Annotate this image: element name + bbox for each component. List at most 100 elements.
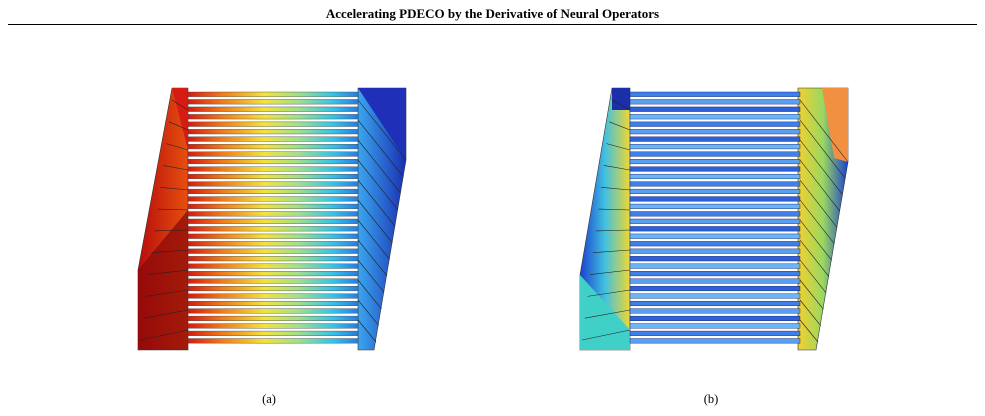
flow-channel — [187, 293, 359, 299]
flow-channel — [629, 315, 801, 321]
flow-channel — [629, 330, 801, 336]
flow-channel — [187, 300, 359, 307]
flow-channel — [187, 151, 359, 157]
flow-channel — [187, 121, 359, 127]
flow-channel — [187, 196, 359, 202]
manifold-fin — [799, 99, 849, 163]
flow-channel — [187, 338, 359, 344]
flow-channel — [187, 308, 359, 314]
flow-channel — [187, 226, 359, 232]
flow-channel — [187, 203, 359, 209]
manifold-fin — [357, 199, 393, 243]
flow-channel — [187, 315, 359, 321]
manifold-fin — [357, 159, 399, 210]
flow-channel — [629, 271, 801, 277]
flow-channel — [629, 226, 801, 232]
flow-channel — [629, 293, 801, 299]
flow-channel — [629, 144, 801, 150]
flow-channel — [187, 278, 359, 284]
flow-channel — [629, 129, 801, 135]
flow-channel — [629, 263, 801, 269]
flow-channel — [629, 173, 801, 180]
flow-channel — [187, 129, 359, 135]
manifold-fin — [357, 99, 407, 161]
flow-channel — [187, 136, 359, 142]
flow-channel — [629, 91, 801, 97]
flow-channel — [187, 106, 359, 112]
manifold-fin — [799, 159, 841, 212]
manifold-fin — [799, 119, 846, 179]
manifold-fin — [598, 208, 631, 211]
manifold-fin — [799, 299, 821, 326]
manifold-fin — [592, 249, 631, 254]
flow-channel — [629, 99, 801, 105]
manifold-fin — [148, 269, 189, 275]
manifold-fin — [799, 259, 827, 294]
flow-channel — [629, 308, 801, 314]
manifold-fin — [357, 279, 382, 310]
manifold-fin — [139, 329, 189, 341]
manifold-fin — [584, 309, 631, 319]
flow-channel — [629, 233, 801, 239]
caption-a: (a) — [262, 392, 276, 406]
manifold-fin — [142, 309, 189, 319]
flow-channel — [187, 248, 359, 254]
manifold-fin — [154, 229, 189, 232]
flow-channel — [187, 263, 359, 269]
flow-channel — [629, 188, 801, 194]
flow-channel — [629, 203, 801, 209]
caption-b: (b) — [703, 392, 719, 406]
manifold-fin — [799, 139, 843, 195]
manifold-fin — [799, 219, 832, 261]
running-title: Accelerating PDECO by the Derivative of … — [325, 6, 660, 21]
flow-channel — [187, 330, 359, 336]
manifold-fin — [799, 239, 830, 277]
flow-channel — [629, 211, 801, 217]
flow-channel — [187, 218, 359, 224]
flow-channel — [629, 241, 801, 247]
flow-channel — [629, 256, 801, 262]
page-header: Accelerating PDECO by the Derivative of … — [0, 0, 985, 26]
manifold-fin — [587, 289, 631, 297]
flow-channel — [629, 196, 801, 202]
flow-channel — [629, 136, 801, 142]
flow-channel — [629, 106, 801, 112]
flow-channel — [629, 151, 801, 157]
manifold-fin — [799, 319, 819, 343]
header-rule — [8, 24, 977, 25]
flow-channel — [629, 166, 801, 172]
figure-panel-b — [572, 80, 862, 370]
flow-channel — [629, 323, 801, 329]
manifold-fin — [163, 165, 189, 171]
manifold-fin — [357, 139, 401, 194]
manifold-fin — [590, 269, 631, 275]
flow-channel — [629, 121, 801, 127]
manifold-fin — [595, 229, 631, 232]
flow-channel — [629, 278, 801, 284]
flow-channel — [629, 248, 801, 254]
flow-channel — [629, 114, 801, 120]
flow-channel — [629, 286, 801, 292]
flow-channel — [187, 271, 359, 277]
manifold-fin — [357, 119, 404, 177]
manifold-fin — [171, 99, 189, 111]
manifold-fin — [799, 279, 824, 310]
manifold-fin — [166, 143, 189, 151]
flow-channel — [187, 166, 359, 172]
manifold-fin — [357, 179, 396, 227]
flow-channel — [187, 286, 359, 292]
flow-channel — [187, 188, 359, 194]
flow-channel — [187, 91, 359, 97]
flow-channel — [187, 173, 359, 180]
flow-channel — [187, 114, 359, 120]
panel-a-plot — [137, 87, 407, 351]
manifold-fin — [357, 259, 385, 293]
flow-channel — [629, 218, 801, 224]
flow-channel — [187, 211, 359, 217]
flow-channel — [187, 144, 359, 150]
manifold-fin — [611, 99, 631, 111]
manifold-fin — [799, 199, 835, 245]
flow-channel — [187, 159, 359, 165]
flow-channel — [187, 256, 359, 262]
manifold-fin — [357, 319, 377, 343]
